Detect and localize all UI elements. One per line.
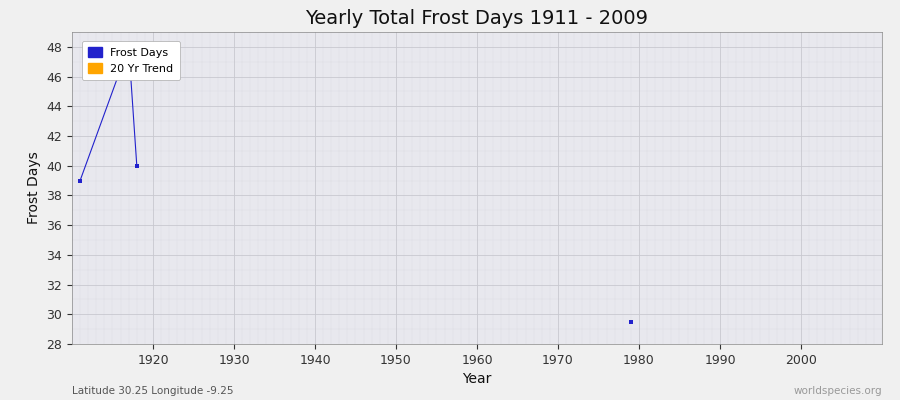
Text: worldspecies.org: worldspecies.org — [794, 386, 882, 396]
X-axis label: Year: Year — [463, 372, 491, 386]
Title: Yearly Total Frost Days 1911 - 2009: Yearly Total Frost Days 1911 - 2009 — [305, 9, 649, 28]
Text: Latitude 30.25 Longitude -9.25: Latitude 30.25 Longitude -9.25 — [72, 386, 233, 396]
Y-axis label: Frost Days: Frost Days — [27, 152, 40, 224]
Legend: Frost Days, 20 Yr Trend: Frost Days, 20 Yr Trend — [82, 41, 180, 80]
